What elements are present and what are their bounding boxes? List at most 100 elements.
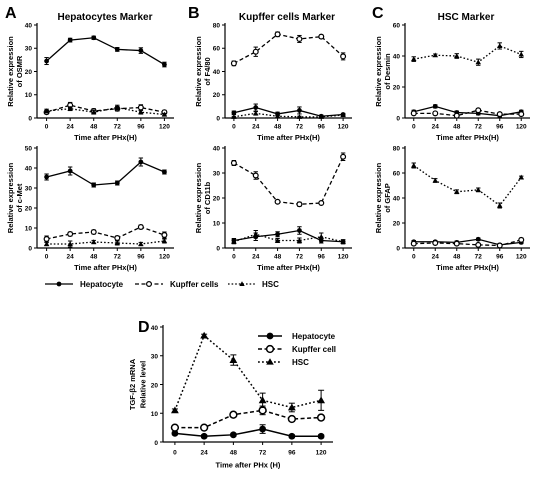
series-kupffer-cells	[230, 152, 347, 208]
data-point	[67, 241, 73, 247]
series-line-hsc	[233, 233, 344, 243]
data-point	[297, 228, 302, 233]
x-tick-label: 24	[67, 254, 75, 261]
series-line-hepatocyte	[174, 428, 322, 438]
y-axis-label: TGF-β2 mRNA Relative level	[128, 358, 148, 410]
y-axis-label-line: Relative expression	[194, 162, 203, 233]
data-point	[475, 187, 482, 192]
x-tick-label: 0	[173, 450, 177, 457]
y-tick-label: 60	[393, 170, 401, 177]
series-line-hsc	[413, 164, 522, 207]
series-line-kupffer-cells	[233, 156, 344, 205]
x-tick-label: 96	[288, 450, 296, 457]
y-tick-label: 20	[25, 69, 33, 76]
data-point	[90, 239, 97, 245]
data-point	[432, 103, 438, 109]
data-point	[44, 174, 49, 180]
data-point	[229, 431, 237, 439]
chart-title: Kupffer cells Marker	[239, 12, 335, 23]
y-axis-label-line: of Desmin	[383, 53, 392, 90]
x-tick-label: 48	[453, 254, 461, 261]
data-point	[287, 403, 296, 411]
y-axis-label-line: Relative expression	[194, 36, 203, 107]
data-point	[231, 114, 237, 119]
y-tick-label: 10	[25, 92, 33, 99]
data-point	[287, 414, 297, 424]
legend-top: Hepatocyte Kupffer cells HSC	[45, 280, 279, 289]
data-point	[90, 229, 97, 236]
series-line-hsc	[233, 112, 344, 118]
series-line-kupffer-cells	[46, 226, 165, 240]
series-hsc	[410, 162, 525, 209]
series-kupffer-cells	[410, 107, 525, 119]
panel-letter-d: D	[138, 319, 150, 336]
y-axis-label-line: Relative expression	[6, 162, 15, 233]
data-point	[114, 104, 121, 110]
y-tick-label: 50	[25, 145, 33, 152]
x-tick-label: 120	[516, 124, 527, 131]
series-kupffer-cells	[410, 236, 525, 249]
y-axis-label: Relative expressionof GFAP	[374, 162, 392, 233]
data-point	[340, 53, 347, 60]
data-point	[199, 423, 209, 432]
x-tick-label: 24	[432, 254, 440, 261]
series-line-kupffer-cell	[174, 409, 322, 429]
series-kupffer-cells	[43, 224, 168, 243]
y-axis-label: Relative expressionof c-Met	[6, 162, 24, 233]
x-tick-label: 72	[475, 254, 483, 261]
x-tick-label: 120	[338, 124, 349, 131]
y-axis-label-line: of OSMR	[15, 55, 24, 87]
data-point	[340, 153, 347, 160]
data-point	[317, 432, 325, 440]
x-tick-label: 24	[432, 124, 440, 131]
data-point	[67, 105, 73, 111]
y-tick-label: 20	[213, 92, 221, 99]
x-tick-label: 120	[159, 254, 170, 261]
x-tick-label: 120	[516, 254, 527, 261]
y-tick-label: 20	[213, 195, 221, 202]
data-point	[252, 172, 259, 179]
x-tick-label: 48	[90, 124, 98, 131]
data-point	[410, 162, 417, 168]
x-tick-label: 96	[496, 254, 504, 261]
y-axis-label: Relative expressionof OSMR	[6, 36, 24, 107]
x-tick-label: 24	[67, 124, 75, 131]
series-line-hepatocyte	[46, 37, 165, 66]
x-tick-label: 72	[296, 254, 304, 261]
data-point	[475, 241, 482, 248]
series-hsc	[170, 331, 326, 414]
data-point	[453, 112, 460, 119]
y-axis-label-line: of GFAP	[383, 183, 392, 213]
data-point	[453, 53, 460, 59]
series-line-kupffer-cells	[413, 239, 522, 247]
y-tick-label: 10	[25, 225, 33, 232]
x-tick-label: 48	[453, 124, 461, 131]
data-point	[274, 31, 281, 38]
x-tick-label: 0	[232, 254, 236, 261]
data-point	[410, 56, 417, 62]
y-tick-label: 80	[213, 22, 221, 29]
x-tick-label: 120	[159, 124, 170, 131]
data-point	[296, 237, 303, 243]
data-point	[275, 231, 280, 237]
data-point	[231, 110, 237, 116]
series-hepatocyte	[44, 35, 167, 68]
data-point	[231, 238, 237, 244]
legend-d-label-hsc: HSC	[292, 358, 309, 367]
data-point	[496, 242, 503, 249]
data-point	[162, 169, 167, 175]
data-point	[274, 198, 281, 205]
legend-d-label-kupffer-cell: Kupffer cell	[292, 345, 336, 354]
y-tick-label: 30	[25, 185, 33, 192]
legend-label-hsc: HSC	[262, 280, 279, 289]
x-tick-label: 0	[232, 124, 236, 131]
series-kupffer-cell	[170, 405, 326, 432]
data-point	[138, 159, 144, 165]
y-tick-label: 20	[393, 220, 401, 227]
x-tick-label: 96	[496, 124, 504, 131]
series-kupffer-cells	[230, 31, 347, 67]
data-point	[252, 48, 259, 55]
x-tick-label: 120	[338, 254, 349, 261]
x-tick-label: 24	[252, 124, 260, 131]
